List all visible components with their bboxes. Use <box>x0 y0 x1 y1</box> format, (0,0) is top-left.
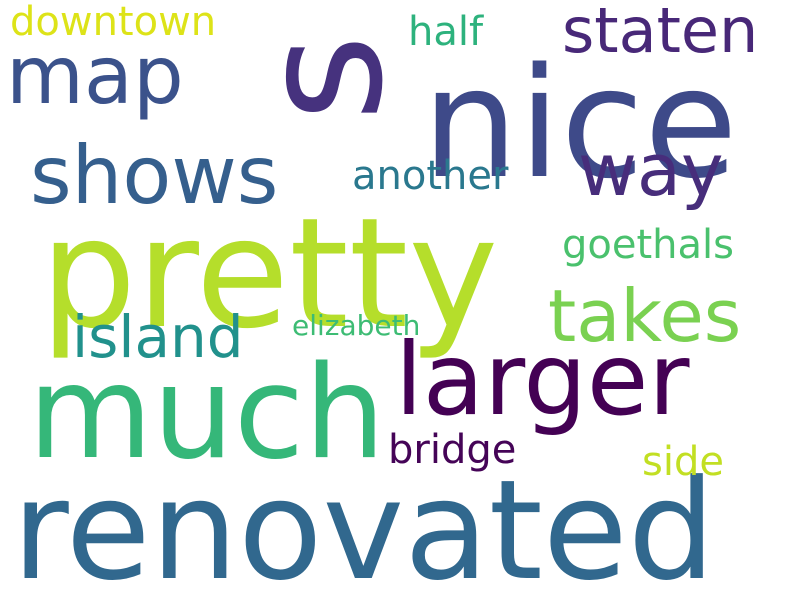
word-another: another <box>352 153 509 199</box>
word-way: way <box>578 128 724 212</box>
word-downtown: downtown <box>10 0 217 45</box>
word-renovated: renovated <box>12 450 716 600</box>
word-larger: larger <box>395 321 690 438</box>
word-takes: takes <box>548 274 742 358</box>
word-goethals: goethals <box>562 222 734 268</box>
word-half: half <box>408 9 484 55</box>
word-bridge: bridge <box>388 427 517 473</box>
word-shows: shows <box>30 129 279 222</box>
word-much: much <box>28 339 386 488</box>
word-elizabeth: elizabeth <box>292 309 421 342</box>
word-staten: staten <box>562 0 759 67</box>
word-pretty: pretty <box>40 185 499 362</box>
word-island: island <box>72 303 244 371</box>
word-nice: nice <box>422 35 738 212</box>
word-side: side <box>642 439 724 485</box>
word-map: map <box>6 29 184 122</box>
word-s: s <box>224 34 420 122</box>
